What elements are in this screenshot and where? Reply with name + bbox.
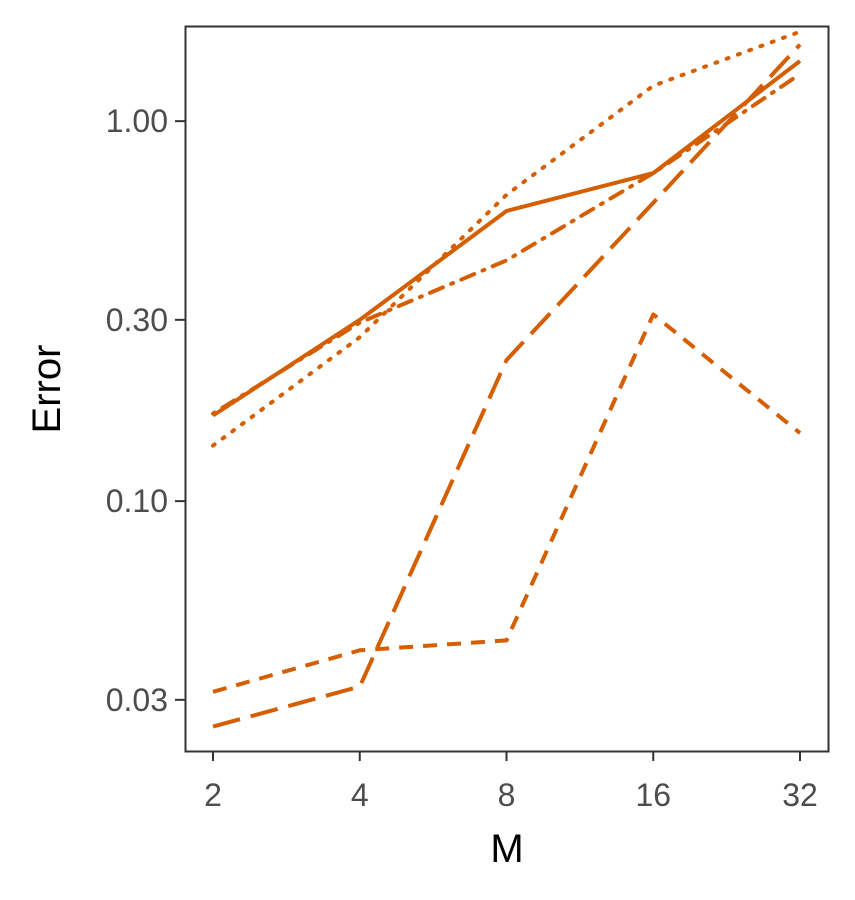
y-axis-title: Error bbox=[25, 345, 69, 434]
series-line-dashed bbox=[212, 312, 802, 694]
y-tick-label: 0.30 bbox=[106, 302, 168, 338]
x-tick-label: 2 bbox=[204, 777, 222, 813]
x-tick-label: 16 bbox=[635, 777, 671, 813]
series-line-longdash bbox=[212, 43, 802, 729]
y-tick-label: 1.00 bbox=[106, 103, 168, 139]
series-line-dashdot bbox=[211, 72, 802, 416]
axis-layer: 2 4 8 16 32 0.03 0.10 0.30 1.00 bbox=[106, 103, 818, 813]
plot-panel-border bbox=[184, 25, 830, 753]
y-tick-label: 0.10 bbox=[106, 483, 168, 519]
x-axis-title: M bbox=[490, 827, 523, 871]
series-line-dotted bbox=[211, 29, 802, 448]
y-tick-label: 0.03 bbox=[106, 682, 168, 718]
x-tick-label: 4 bbox=[351, 777, 369, 813]
x-tick-label: 8 bbox=[498, 777, 516, 813]
x-tick-label: 32 bbox=[782, 777, 818, 813]
series-layer bbox=[211, 29, 802, 729]
